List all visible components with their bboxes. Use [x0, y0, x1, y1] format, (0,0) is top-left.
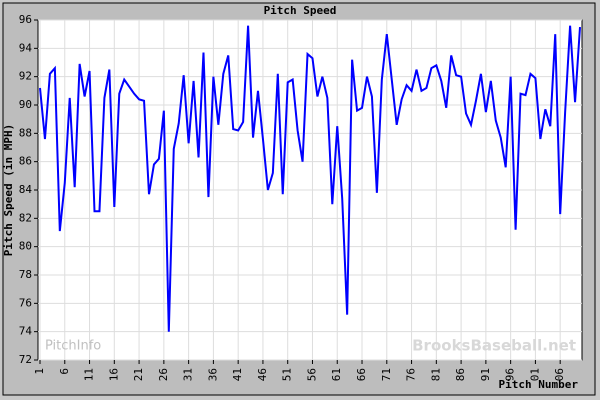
x-tick-label: 11 [83, 368, 96, 381]
x-tick-label: 6 [58, 368, 71, 375]
y-tick-label: 78 [19, 268, 32, 281]
y-tick-label: 92 [19, 70, 32, 83]
y-tick-label: 72 [19, 353, 32, 366]
x-tick-label: 01 [528, 368, 541, 381]
y-tick-label: 84 [19, 183, 33, 196]
x-tick-label: 06 [553, 368, 566, 381]
x-tick-label: 96 [504, 368, 517, 381]
x-tick-label: 61 [330, 368, 343, 381]
x-tick-label: 66 [355, 368, 368, 381]
x-axis-label: Pitch Number [499, 378, 579, 391]
watermark: PitchInfo [45, 339, 101, 354]
x-tick-label: 26 [157, 368, 170, 381]
x-tick-label: 1 [33, 368, 46, 375]
y-tick-label: 94 [19, 41, 33, 54]
y-tick-label: 86 [19, 155, 32, 168]
x-tick-label: 36 [206, 368, 219, 381]
x-tick-label: 86 [454, 368, 467, 381]
x-tick-label: 16 [107, 368, 120, 381]
line [39, 25, 581, 332]
x-tick-label: 91 [479, 368, 492, 381]
chart-title: Pitch Speed [264, 4, 337, 17]
y-tick-label: 74 [19, 325, 33, 338]
x-tick-label: 31 [182, 368, 195, 381]
x-tick-label: 21 [132, 368, 145, 381]
x-tick-label: 51 [281, 368, 294, 381]
x-tick-label: 76 [405, 368, 418, 381]
x-tick-label: 46 [256, 368, 269, 381]
y-axis-label: Pitch Speed (in MPH) [2, 124, 15, 256]
x-tick-label: 81 [429, 368, 442, 381]
y-tick-label: 80 [19, 240, 32, 253]
x-tick-label: 71 [380, 368, 393, 381]
watermark: BrooksBaseball.net [412, 337, 576, 355]
y-tick-label: 76 [19, 296, 32, 309]
x-tick-label: 41 [231, 368, 244, 381]
y-tick-label: 88 [19, 126, 32, 139]
y-tick-label: 82 [19, 211, 32, 224]
x-tick-label: 56 [305, 368, 318, 381]
y-tick-label: 90 [19, 98, 32, 111]
y-tick-label: 96 [19, 13, 32, 26]
